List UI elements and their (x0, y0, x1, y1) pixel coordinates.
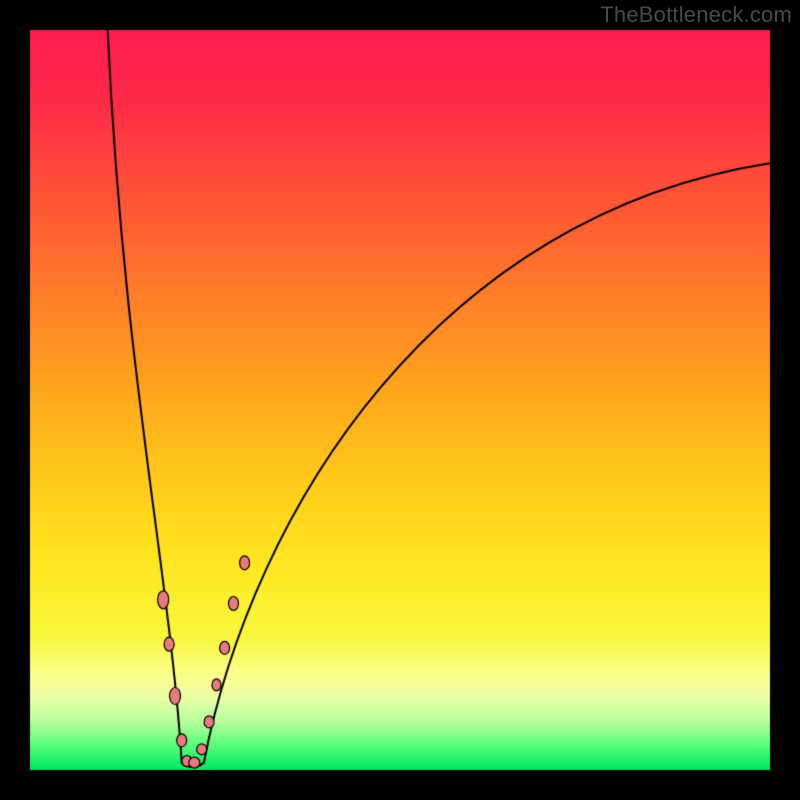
bottleneck-curve-chart (0, 0, 800, 800)
chart-container: TheBottleneck.com (0, 0, 800, 800)
